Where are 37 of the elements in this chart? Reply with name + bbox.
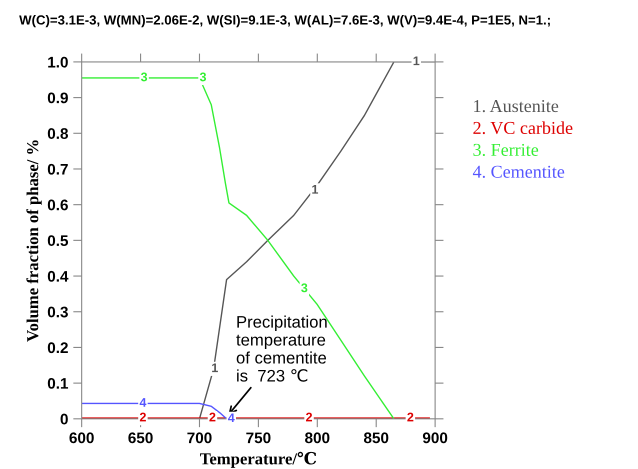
annotation: 2: [140, 412, 146, 422]
x-tick-label: 800: [305, 432, 330, 444]
y-tick-label: 0.3: [48, 306, 68, 318]
y-tick-label: 0.1: [48, 378, 68, 389]
text: 1. Austenite: [474, 100, 558, 112]
y-tick-label: 0.2: [48, 342, 68, 354]
x-axis-title: Temperature/℃: [200, 452, 316, 468]
annotation: 4: [140, 398, 146, 407]
text: 3. Ferrite: [473, 144, 538, 156]
annotation: 1: [414, 56, 420, 66]
annotation: 3: [200, 72, 206, 82]
text: 4. Cementite: [472, 166, 564, 178]
x-tick-label: 650: [128, 432, 153, 444]
annotation: 2: [306, 412, 312, 422]
annotation: 3: [301, 283, 308, 292]
y-tick-label: 0: [60, 414, 68, 425]
chart-title: W(C)=3.1E-3, W(MN)=2.06E-2, W(SI)=9.1E-3, W(AL)=7.6E-3, W(V)=9.4E-4, P=1E5, N=1.;: [19, 14, 550, 28]
annotation: 2: [209, 412, 216, 422]
text: 2. VC carbide: [473, 121, 572, 134]
y-tick-label: 1.0: [48, 56, 68, 68]
x-tick-label: 750: [246, 432, 271, 444]
y-axis-title: Volume fraction of phase/ %: [26, 140, 42, 342]
y-tick-label: 0.6: [48, 200, 68, 210]
x-tick-label: 600: [69, 432, 94, 444]
annotation: Precipitation temperature of cementite is 723 ℃: [236, 316, 327, 382]
x-tick-label: 700: [187, 432, 212, 444]
y-tick-label: 0.4: [48, 270, 68, 282]
y-tick-label: 0.9: [48, 92, 68, 104]
annotation: 1: [312, 185, 318, 194]
y-tick-label: 0.8: [48, 128, 68, 139]
y-tick-label: 0.5: [48, 235, 68, 246]
annotation: 2: [407, 412, 414, 422]
x-tick-label: 850: [364, 432, 388, 444]
y-tick-label: 0.7: [48, 164, 68, 175]
x-tick-label: 900: [422, 432, 448, 444]
annotation: 4: [228, 413, 235, 422]
annotation: 3: [140, 72, 148, 82]
